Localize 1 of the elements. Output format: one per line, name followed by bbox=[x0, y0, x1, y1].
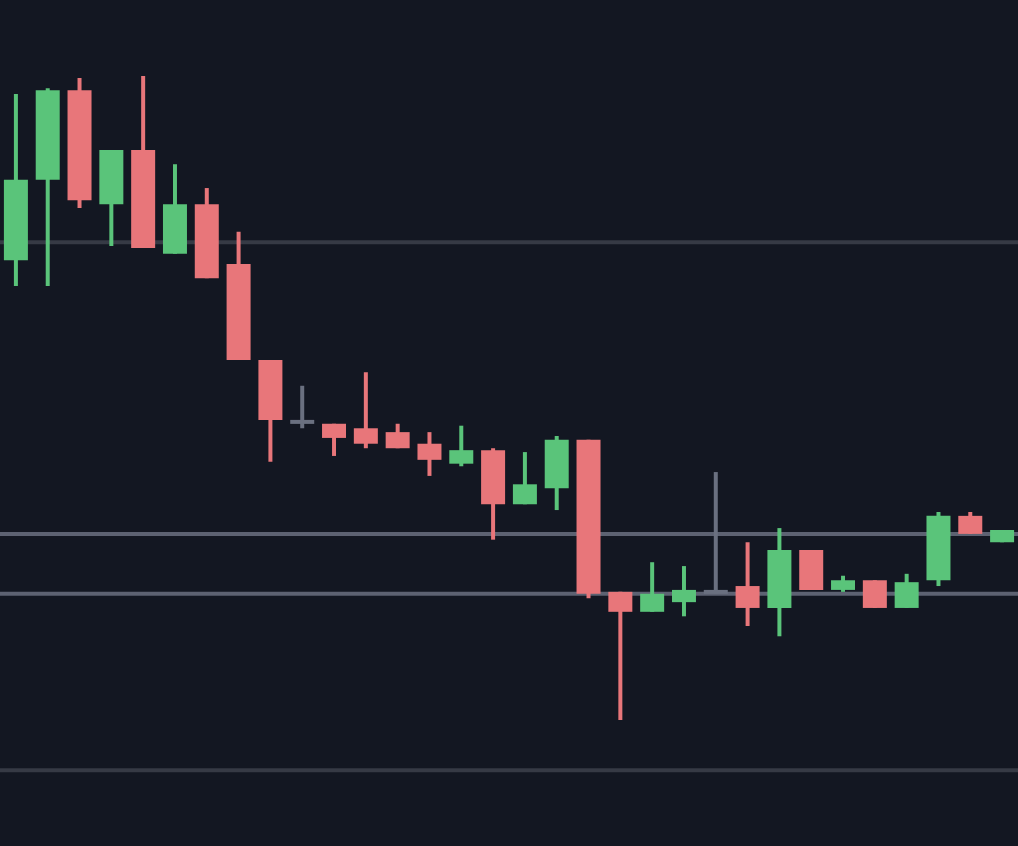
candlestick bbox=[703, 472, 728, 594]
